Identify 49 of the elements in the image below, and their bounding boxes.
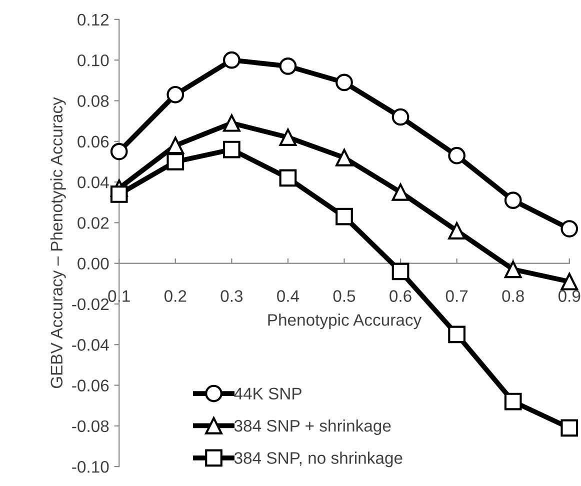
point: [166, 153, 184, 170]
x-tick-label: 0.2: [164, 290, 186, 302]
point: [392, 184, 410, 201]
y-tick-label: 0.08: [78, 95, 109, 107]
point: [448, 326, 466, 344]
legend-label: 384 SNP + shrinkage: [234, 419, 391, 436]
x-tick-label: 0.4: [277, 290, 300, 302]
point: [222, 51, 240, 69]
y-tick-label: 0.02: [78, 217, 109, 229]
point: [560, 419, 578, 437]
y-axis-title: GEBV Accuracy – Phenotypic Accuracy: [50, 97, 66, 388]
x-tick-label: 0.7: [446, 290, 468, 302]
point: [392, 262, 410, 280]
point: [336, 208, 353, 226]
point: [336, 148, 353, 166]
y-tick-label: 0.06: [78, 136, 109, 148]
point: [504, 392, 522, 410]
point: [448, 146, 466, 164]
legend-label: 384 SNP, no shrinkage: [234, 452, 402, 468]
legend-label: 44K SNP: [234, 388, 302, 400]
point: [222, 140, 240, 158]
x-axis-title: Phenotypic Accuracy: [268, 314, 422, 330]
point: [336, 74, 353, 92]
x-tick-label: 0.3: [220, 290, 243, 302]
y-tick-label: 0.04: [78, 176, 109, 188]
y-tick-label: 0.00: [78, 258, 109, 270]
point: [504, 260, 522, 278]
x-tick-label: 0.5: [333, 290, 356, 302]
point: [448, 222, 466, 240]
y-tick-label: -0.04: [72, 339, 109, 351]
point: [392, 108, 410, 126]
x-tick-label: 0.8: [502, 290, 524, 302]
x-tick-label: 0.9: [558, 290, 580, 302]
point: [279, 58, 297, 75]
y-tick-label: 0.10: [78, 54, 109, 66]
point: [110, 142, 128, 160]
point: [166, 86, 184, 104]
point: [222, 114, 240, 132]
y-tick-label: -0.10: [72, 460, 109, 473]
y-tick-label: -0.06: [72, 380, 109, 392]
point: [560, 272, 578, 290]
point: [560, 220, 578, 238]
x-tick-label: 0.6: [390, 290, 412, 302]
y-tick-label: -0.02: [72, 298, 109, 310]
point: [504, 192, 522, 210]
point: [279, 128, 297, 146]
y-tick-label: -0.08: [72, 420, 109, 432]
point: [279, 169, 297, 187]
y-tick-label: 0.12: [78, 14, 109, 26]
